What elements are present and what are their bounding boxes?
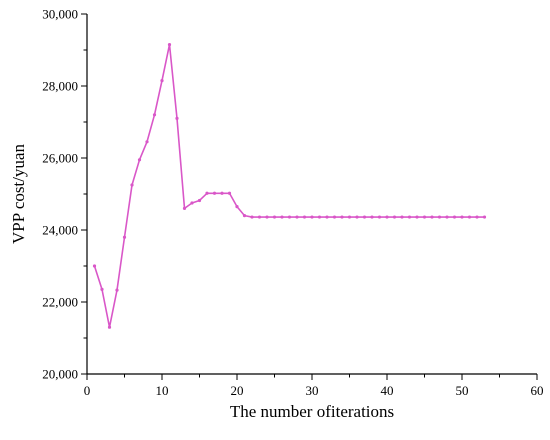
data-point — [160, 79, 164, 83]
data-point — [272, 215, 277, 219]
data-point — [377, 215, 382, 219]
data-point — [475, 215, 479, 219]
data-point — [332, 215, 337, 219]
x-tick-label: 10 — [156, 383, 169, 398]
data-point — [137, 158, 142, 162]
data-point — [482, 215, 487, 219]
y-tick-label: 20,000 — [42, 367, 78, 382]
data-point — [400, 215, 404, 219]
data-point — [182, 206, 187, 210]
data-point — [310, 215, 314, 219]
data-point — [152, 113, 157, 117]
data-point — [145, 140, 149, 144]
data-point — [242, 214, 247, 218]
data-point — [385, 215, 389, 219]
data-point — [362, 215, 367, 219]
data-point — [92, 264, 97, 268]
y-axis-title: VPP cost/yuan — [9, 144, 28, 244]
data-point — [445, 215, 449, 219]
data-point — [190, 201, 194, 205]
data-point — [227, 191, 232, 195]
data-point — [250, 215, 254, 219]
data-point — [407, 215, 412, 219]
y-tick-label: 26,000 — [42, 151, 78, 166]
x-tick-label: 20 — [231, 383, 244, 398]
data-point — [205, 191, 209, 195]
data-point — [167, 43, 172, 47]
y-tick-label: 24,000 — [42, 223, 78, 238]
data-point — [452, 215, 457, 219]
data-point — [340, 215, 344, 219]
data-point — [302, 215, 307, 219]
y-tick-label: 28,000 — [42, 79, 78, 94]
data-point — [265, 215, 269, 219]
series-line — [93, 43, 485, 329]
data-point — [107, 325, 112, 329]
data-point — [460, 215, 464, 219]
data-point — [257, 215, 262, 219]
data-point — [175, 116, 179, 120]
data-point — [430, 215, 434, 219]
data-point — [295, 215, 299, 219]
data-point — [347, 215, 352, 219]
y-tick-label: 22,000 — [42, 295, 78, 310]
x-tick-label: 50 — [456, 383, 469, 398]
series-group — [92, 43, 487, 329]
data-point — [100, 287, 104, 291]
x-tick-label: 40 — [381, 383, 394, 398]
axes — [86, 14, 537, 375]
data-point — [280, 215, 284, 219]
data-point — [415, 215, 419, 219]
data-point — [392, 215, 397, 219]
y-tick-label: 30,000 — [42, 7, 78, 22]
data-point — [370, 215, 374, 219]
x-tick-label: 0 — [84, 383, 91, 398]
y-ticks: 20,000 22,000 24,000 26,000 28,000 30,000 — [42, 7, 87, 382]
data-point — [467, 215, 472, 219]
data-point — [115, 288, 119, 292]
data-point — [355, 215, 359, 219]
data-point — [325, 215, 329, 219]
data-point — [287, 215, 292, 219]
data-point — [220, 191, 224, 195]
x-tick-label: 60 — [531, 383, 544, 398]
data-point — [422, 215, 427, 219]
x-axis-title: The number ofiterations — [230, 402, 394, 421]
x-tick-label: 30 — [306, 383, 319, 398]
data-point — [130, 183, 134, 187]
data-point — [122, 235, 127, 239]
data-point — [437, 215, 442, 219]
data-point — [235, 205, 239, 209]
data-point — [317, 215, 322, 219]
x-ticks: 0 10 20 30 40 50 60 — [84, 374, 544, 398]
data-point — [197, 198, 202, 203]
data-point — [212, 191, 217, 195]
